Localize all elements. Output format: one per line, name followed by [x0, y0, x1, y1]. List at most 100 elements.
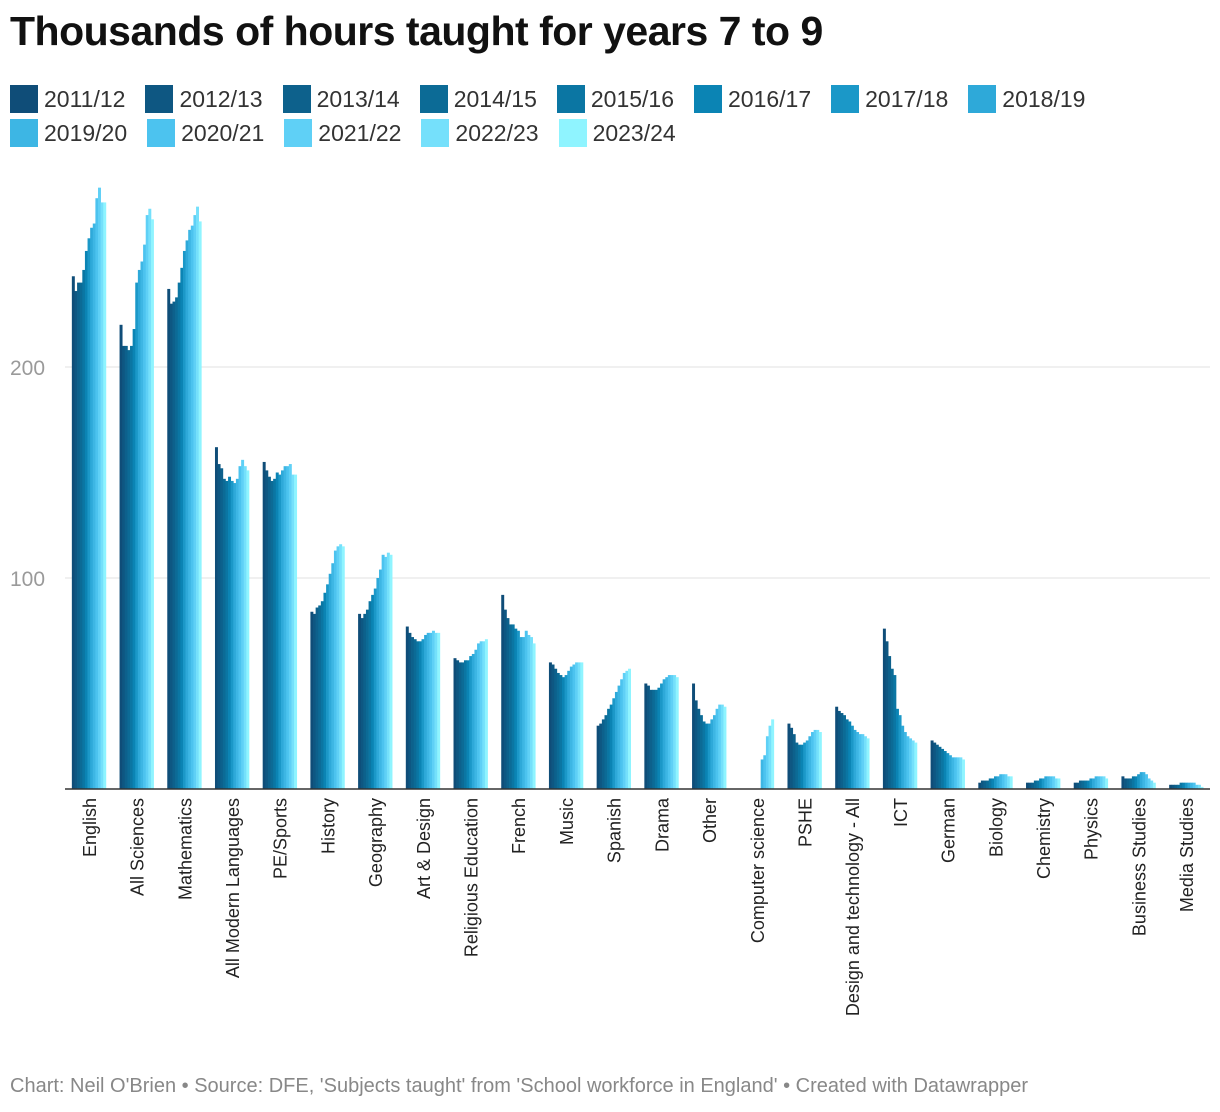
bar [649, 689, 653, 789]
bar [1036, 780, 1040, 789]
legend-item: 2015/16 [556, 82, 674, 116]
bar [74, 291, 78, 789]
legend-item: 2014/15 [419, 82, 537, 116]
bar [662, 679, 666, 789]
bar [373, 588, 377, 789]
legend-swatch [10, 85, 38, 113]
legend-label: 2011/12 [44, 86, 126, 112]
bar [657, 687, 661, 789]
legend-item: 2023/24 [558, 116, 676, 150]
chart-footer: Chart: Neil O'Brien • Source: DFE, 'Subj… [10, 1075, 1028, 1097]
bar [760, 759, 764, 789]
bar [943, 751, 947, 789]
bar [331, 563, 335, 789]
bar [898, 715, 902, 789]
bar [1152, 782, 1156, 789]
bar [90, 227, 94, 790]
x-tick-label: History [318, 798, 338, 854]
bar [1081, 780, 1085, 789]
bar [341, 546, 345, 789]
bar [522, 637, 526, 789]
x-tick-label: Religious Education [462, 798, 482, 957]
bar [273, 478, 277, 789]
legend-item: 2013/14 [282, 82, 400, 116]
bar [530, 637, 533, 789]
bar [654, 689, 658, 789]
legend-label: 2017/18 [865, 86, 949, 112]
bar [988, 778, 992, 789]
bar [768, 725, 772, 789]
bar [980, 780, 984, 789]
x-tick-label: Drama [652, 797, 672, 852]
bar [1176, 784, 1180, 789]
bar [1084, 780, 1088, 789]
bar [996, 776, 1000, 789]
bar [946, 753, 950, 789]
bar [1031, 782, 1035, 789]
bar [1195, 784, 1199, 789]
bar [670, 675, 674, 789]
bar [930, 740, 934, 789]
bar [471, 653, 475, 789]
bar [954, 757, 958, 789]
x-tick-label: English [80, 798, 100, 857]
bar [180, 267, 184, 790]
bar [167, 288, 171, 789]
bar [818, 732, 822, 789]
bar [1004, 774, 1008, 789]
bar [1147, 778, 1151, 789]
bar [132, 329, 136, 789]
bar [601, 719, 605, 789]
bar [193, 215, 197, 789]
bar [463, 660, 467, 789]
bar [837, 710, 841, 789]
bar [667, 675, 671, 789]
bar [694, 700, 698, 789]
bar [283, 466, 287, 789]
bar [1078, 780, 1082, 789]
bar [554, 668, 558, 789]
bar [228, 476, 232, 789]
bar [484, 639, 488, 789]
x-tick-label: Computer science [748, 798, 768, 943]
bar [1184, 782, 1188, 789]
bar [1124, 778, 1128, 789]
bar [122, 345, 126, 789]
legend-swatch [558, 119, 587, 147]
bar [562, 677, 565, 789]
bar [556, 672, 560, 789]
bar [148, 208, 152, 789]
bar [456, 660, 460, 789]
legend-swatch [694, 85, 722, 113]
bar [675, 677, 679, 789]
bar [938, 746, 942, 789]
bar [906, 736, 910, 789]
bar [1046, 776, 1050, 789]
bar [408, 632, 412, 789]
bar [429, 632, 433, 789]
x-tick-label: All Sciences [128, 798, 148, 896]
bar [617, 685, 621, 789]
bar [177, 282, 181, 789]
bar [437, 632, 441, 789]
legend-swatch [145, 85, 174, 113]
bar [863, 736, 867, 789]
bar [646, 685, 650, 789]
bar [368, 601, 372, 789]
bar [843, 715, 846, 789]
bar [413, 639, 417, 789]
bar [1026, 782, 1029, 789]
bar [482, 641, 486, 789]
bar [405, 626, 409, 789]
bar [98, 187, 101, 789]
legend-item: 2016/17 [694, 82, 811, 116]
bar [358, 613, 362, 789]
bar [1134, 776, 1138, 789]
bar [424, 634, 428, 789]
bar [328, 573, 332, 789]
legend-label: 2015/16 [590, 86, 674, 112]
bar [909, 738, 913, 789]
y-tick-label: 200 [10, 357, 45, 380]
bar [723, 706, 727, 789]
x-tick-label: Physics [1082, 798, 1102, 860]
